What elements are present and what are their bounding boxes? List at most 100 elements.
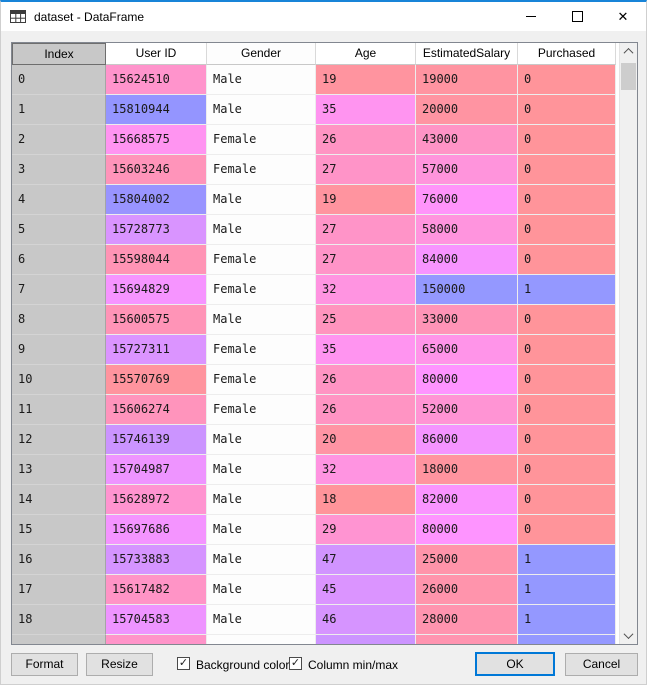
cell-user-id[interactable]: 15600575: [106, 305, 207, 335]
cell-gender[interactable]: Male: [207, 65, 316, 95]
background-color-checkbox[interactable]: ✓: [177, 657, 190, 670]
cell-age[interactable]: 35: [316, 335, 416, 365]
resize-button[interactable]: Resize: [86, 653, 153, 676]
column-header-user-id[interactable]: User ID: [106, 43, 207, 65]
cell-age[interactable]: [316, 635, 416, 644]
row-header-cell[interactable]: 16: [12, 545, 106, 575]
row-header-cell[interactable]: 4: [12, 185, 106, 215]
cell-age[interactable]: 27: [316, 215, 416, 245]
cell-gender[interactable]: Female: [207, 335, 316, 365]
cell-gender[interactable]: Female: [207, 275, 316, 305]
row-header-cell[interactable]: 9: [12, 335, 106, 365]
cell-age[interactable]: 19: [316, 65, 416, 95]
cell-user-id[interactable]: 15733883: [106, 545, 207, 575]
cell-age[interactable]: 29: [316, 515, 416, 545]
row-header-cell[interactable]: 5: [12, 215, 106, 245]
cell-user-id[interactable]: 15668575: [106, 125, 207, 155]
row-header-cell[interactable]: 0: [12, 65, 106, 95]
cell-gender[interactable]: Male: [207, 185, 316, 215]
row-header-cell[interactable]: 8: [12, 305, 106, 335]
cell-user-id[interactable]: 15697686: [106, 515, 207, 545]
cell-purchased[interactable]: 1: [518, 575, 616, 605]
column-header-purchased[interactable]: Purchased: [518, 43, 616, 65]
cell-user-id[interactable]: 15728773: [106, 215, 207, 245]
cell-user-id[interactable]: 15606274: [106, 395, 207, 425]
scroll-up-button[interactable]: [620, 43, 637, 60]
row-header-cell[interactable]: 14: [12, 485, 106, 515]
cell-gender[interactable]: Male: [207, 455, 316, 485]
cell-user-id[interactable]: 15810944: [106, 95, 207, 125]
cell-age[interactable]: 32: [316, 455, 416, 485]
cell-gender[interactable]: Female: [207, 245, 316, 275]
cell-salary[interactable]: 19000: [416, 65, 518, 95]
cell-gender[interactable]: Male: [207, 215, 316, 245]
row-header-cell[interactable]: 6: [12, 245, 106, 275]
cell-user-id[interactable]: 15624510: [106, 65, 207, 95]
row-header-cell[interactable]: 1: [12, 95, 106, 125]
cell-age[interactable]: 25: [316, 305, 416, 335]
cell-salary[interactable]: 150000: [416, 275, 518, 305]
cell-user-id[interactable]: 15727311: [106, 335, 207, 365]
cell-age[interactable]: 47: [316, 545, 416, 575]
cell-salary[interactable]: 65000: [416, 335, 518, 365]
cell-gender[interactable]: Male: [207, 575, 316, 605]
cell-purchased[interactable]: 0: [518, 95, 616, 125]
cell-salary[interactable]: 26000: [416, 575, 518, 605]
cell-gender[interactable]: Female: [207, 125, 316, 155]
cell-age[interactable]: 32: [316, 275, 416, 305]
vertical-scrollbar[interactable]: [619, 43, 637, 644]
cell-purchased[interactable]: 0: [518, 305, 616, 335]
cell-gender[interactable]: Male: [207, 485, 316, 515]
cell-purchased[interactable]: 0: [518, 485, 616, 515]
cell-gender[interactable]: Female: [207, 395, 316, 425]
cell-user-id[interactable]: 15704583: [106, 605, 207, 635]
cell-salary[interactable]: 57000: [416, 155, 518, 185]
column-minmax-checkbox[interactable]: ✓: [289, 657, 302, 670]
cell-purchased[interactable]: 0: [518, 65, 616, 95]
column-header-index[interactable]: Index: [12, 43, 106, 65]
cell-age[interactable]: 20: [316, 425, 416, 455]
cell-purchased[interactable]: 1: [518, 545, 616, 575]
cancel-button[interactable]: Cancel: [565, 653, 638, 676]
cell-purchased[interactable]: 0: [518, 215, 616, 245]
row-header-cell[interactable]: [12, 635, 106, 644]
cell-age[interactable]: 45: [316, 575, 416, 605]
cell-age[interactable]: 35: [316, 95, 416, 125]
column-header-gender[interactable]: Gender: [207, 43, 316, 65]
cell-salary[interactable]: 58000: [416, 215, 518, 245]
cell-user-id[interactable]: 15746139: [106, 425, 207, 455]
row-header-cell[interactable]: 13: [12, 455, 106, 485]
scroll-down-button[interactable]: [620, 627, 637, 644]
cell-salary[interactable]: 18000: [416, 455, 518, 485]
cell-purchased[interactable]: 0: [518, 155, 616, 185]
cell-user-id[interactable]: 15570769: [106, 365, 207, 395]
cell-age[interactable]: 46: [316, 605, 416, 635]
cell-age[interactable]: 27: [316, 245, 416, 275]
cell-salary[interactable]: 80000: [416, 365, 518, 395]
cell-purchased[interactable]: 0: [518, 335, 616, 365]
row-header-cell[interactable]: 7: [12, 275, 106, 305]
cell-salary[interactable]: 20000: [416, 95, 518, 125]
maximize-button[interactable]: [554, 2, 600, 31]
close-button[interactable]: ✕: [600, 2, 646, 31]
cell-gender[interactable]: Female: [207, 365, 316, 395]
cell-age[interactable]: 18: [316, 485, 416, 515]
cell-gender[interactable]: Male: [207, 515, 316, 545]
column-header-age[interactable]: Age: [316, 43, 416, 65]
cell-age[interactable]: 26: [316, 365, 416, 395]
row-header-cell[interactable]: 10: [12, 365, 106, 395]
cell-salary[interactable]: [416, 635, 518, 644]
cell-salary[interactable]: 86000: [416, 425, 518, 455]
row-header-cell[interactable]: 11: [12, 395, 106, 425]
cell-gender[interactable]: Male: [207, 425, 316, 455]
cell-gender[interactable]: Male: [207, 605, 316, 635]
minimize-button[interactable]: [508, 2, 554, 31]
row-header-cell[interactable]: 12: [12, 425, 106, 455]
cell-gender[interactable]: [207, 635, 316, 644]
cell-user-id[interactable]: 15804002: [106, 185, 207, 215]
cell-user-id[interactable]: 15628972: [106, 485, 207, 515]
cell-gender[interactable]: Female: [207, 155, 316, 185]
cell-purchased[interactable]: 0: [518, 185, 616, 215]
cell-user-id[interactable]: 15603246: [106, 155, 207, 185]
cell-salary[interactable]: 82000: [416, 485, 518, 515]
